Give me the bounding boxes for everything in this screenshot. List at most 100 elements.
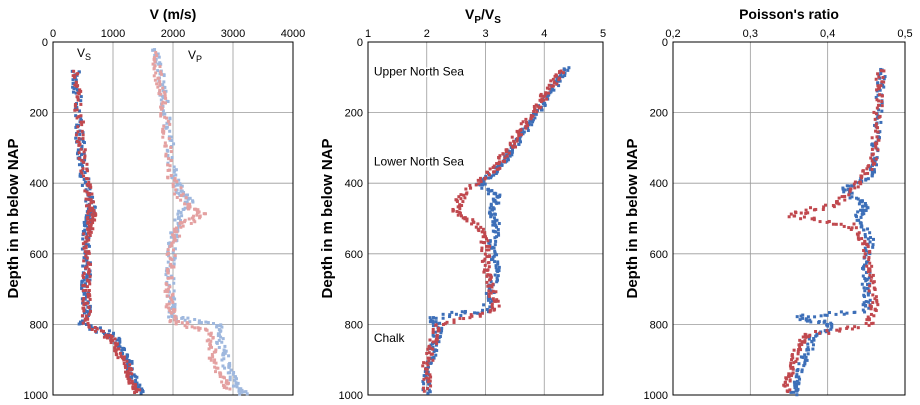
data-point [109,338,113,342]
data-point [227,365,231,369]
data-point [175,183,179,187]
series-red [782,69,886,394]
data-point [223,344,227,348]
data-point [873,297,877,301]
data-point [869,156,873,160]
data-point [177,178,181,182]
data-point [454,198,458,202]
data-point [532,104,536,108]
data-point [875,106,879,110]
data-point [792,348,796,352]
data-point [158,88,162,92]
data-point [159,105,163,109]
data-point [165,148,169,152]
data-point [517,142,521,146]
data-point [431,324,435,328]
data-point [174,322,178,326]
data-point [823,313,827,317]
data-point [77,151,81,155]
data-point [85,273,89,277]
data-point [183,318,187,322]
data-point [518,128,522,132]
data-point [561,71,565,75]
data-point [83,230,87,234]
data-point [213,358,217,362]
data-point [792,390,796,394]
data-point [84,224,88,228]
x-tick-label: 0,4 [820,28,835,40]
data-point [179,193,183,197]
data-point [183,202,187,206]
data-point [488,305,492,309]
data-point [880,109,884,113]
data-point [811,343,815,347]
data-point [848,196,852,200]
data-point [862,267,866,271]
data-point [456,213,460,217]
data-point [177,224,181,228]
data-point [488,310,492,314]
data-point [232,370,236,374]
data-point [161,83,165,87]
data-point [793,381,797,385]
data-point [482,270,486,274]
data-point [79,169,83,173]
data-point [82,302,86,306]
data-point [429,361,433,365]
data-point [137,385,141,389]
data-point [165,294,169,298]
data-point [435,342,439,346]
data-point [867,318,871,322]
data-point [493,307,497,311]
data-point [155,82,159,86]
data-point [515,139,519,143]
data-point [799,211,803,215]
data-point [454,312,458,316]
data-point [177,209,181,213]
data-point [876,303,880,307]
y-axis-label: Depth in m below NAP [319,138,336,298]
data-point [483,233,487,237]
data-point [853,186,857,190]
data-point [810,217,814,221]
data-point [480,246,484,250]
data-point [431,347,435,351]
data-point [157,92,161,96]
data-point [862,301,866,305]
data-point [862,295,866,299]
data-point [524,126,528,130]
data-point [245,392,249,396]
data-point [166,271,170,275]
data-point [217,338,221,342]
data-point [483,177,487,181]
data-point [127,379,131,383]
data-point [448,315,452,319]
data-point [429,352,433,356]
data-point [494,166,498,170]
data-point [511,145,515,149]
data-point [492,199,496,203]
data-point [809,320,813,324]
data-point [791,367,795,371]
data-point [220,340,224,344]
data-point [130,372,134,376]
data-point [501,159,505,163]
data-point [228,371,232,375]
data-point [135,375,139,379]
data-point [863,242,867,246]
data-point [852,222,856,226]
data-point [545,95,549,99]
data-point [169,145,173,149]
data-point [171,292,175,296]
data-point [873,141,877,145]
data-point [162,74,166,78]
data-point [856,326,860,330]
data-point [92,200,96,204]
data-point [492,207,496,211]
data-point [457,195,461,199]
data-point [559,69,563,73]
data-point [132,373,136,377]
data-point [125,359,129,363]
x-tick-label: 4 [541,28,547,40]
data-point [791,365,795,369]
